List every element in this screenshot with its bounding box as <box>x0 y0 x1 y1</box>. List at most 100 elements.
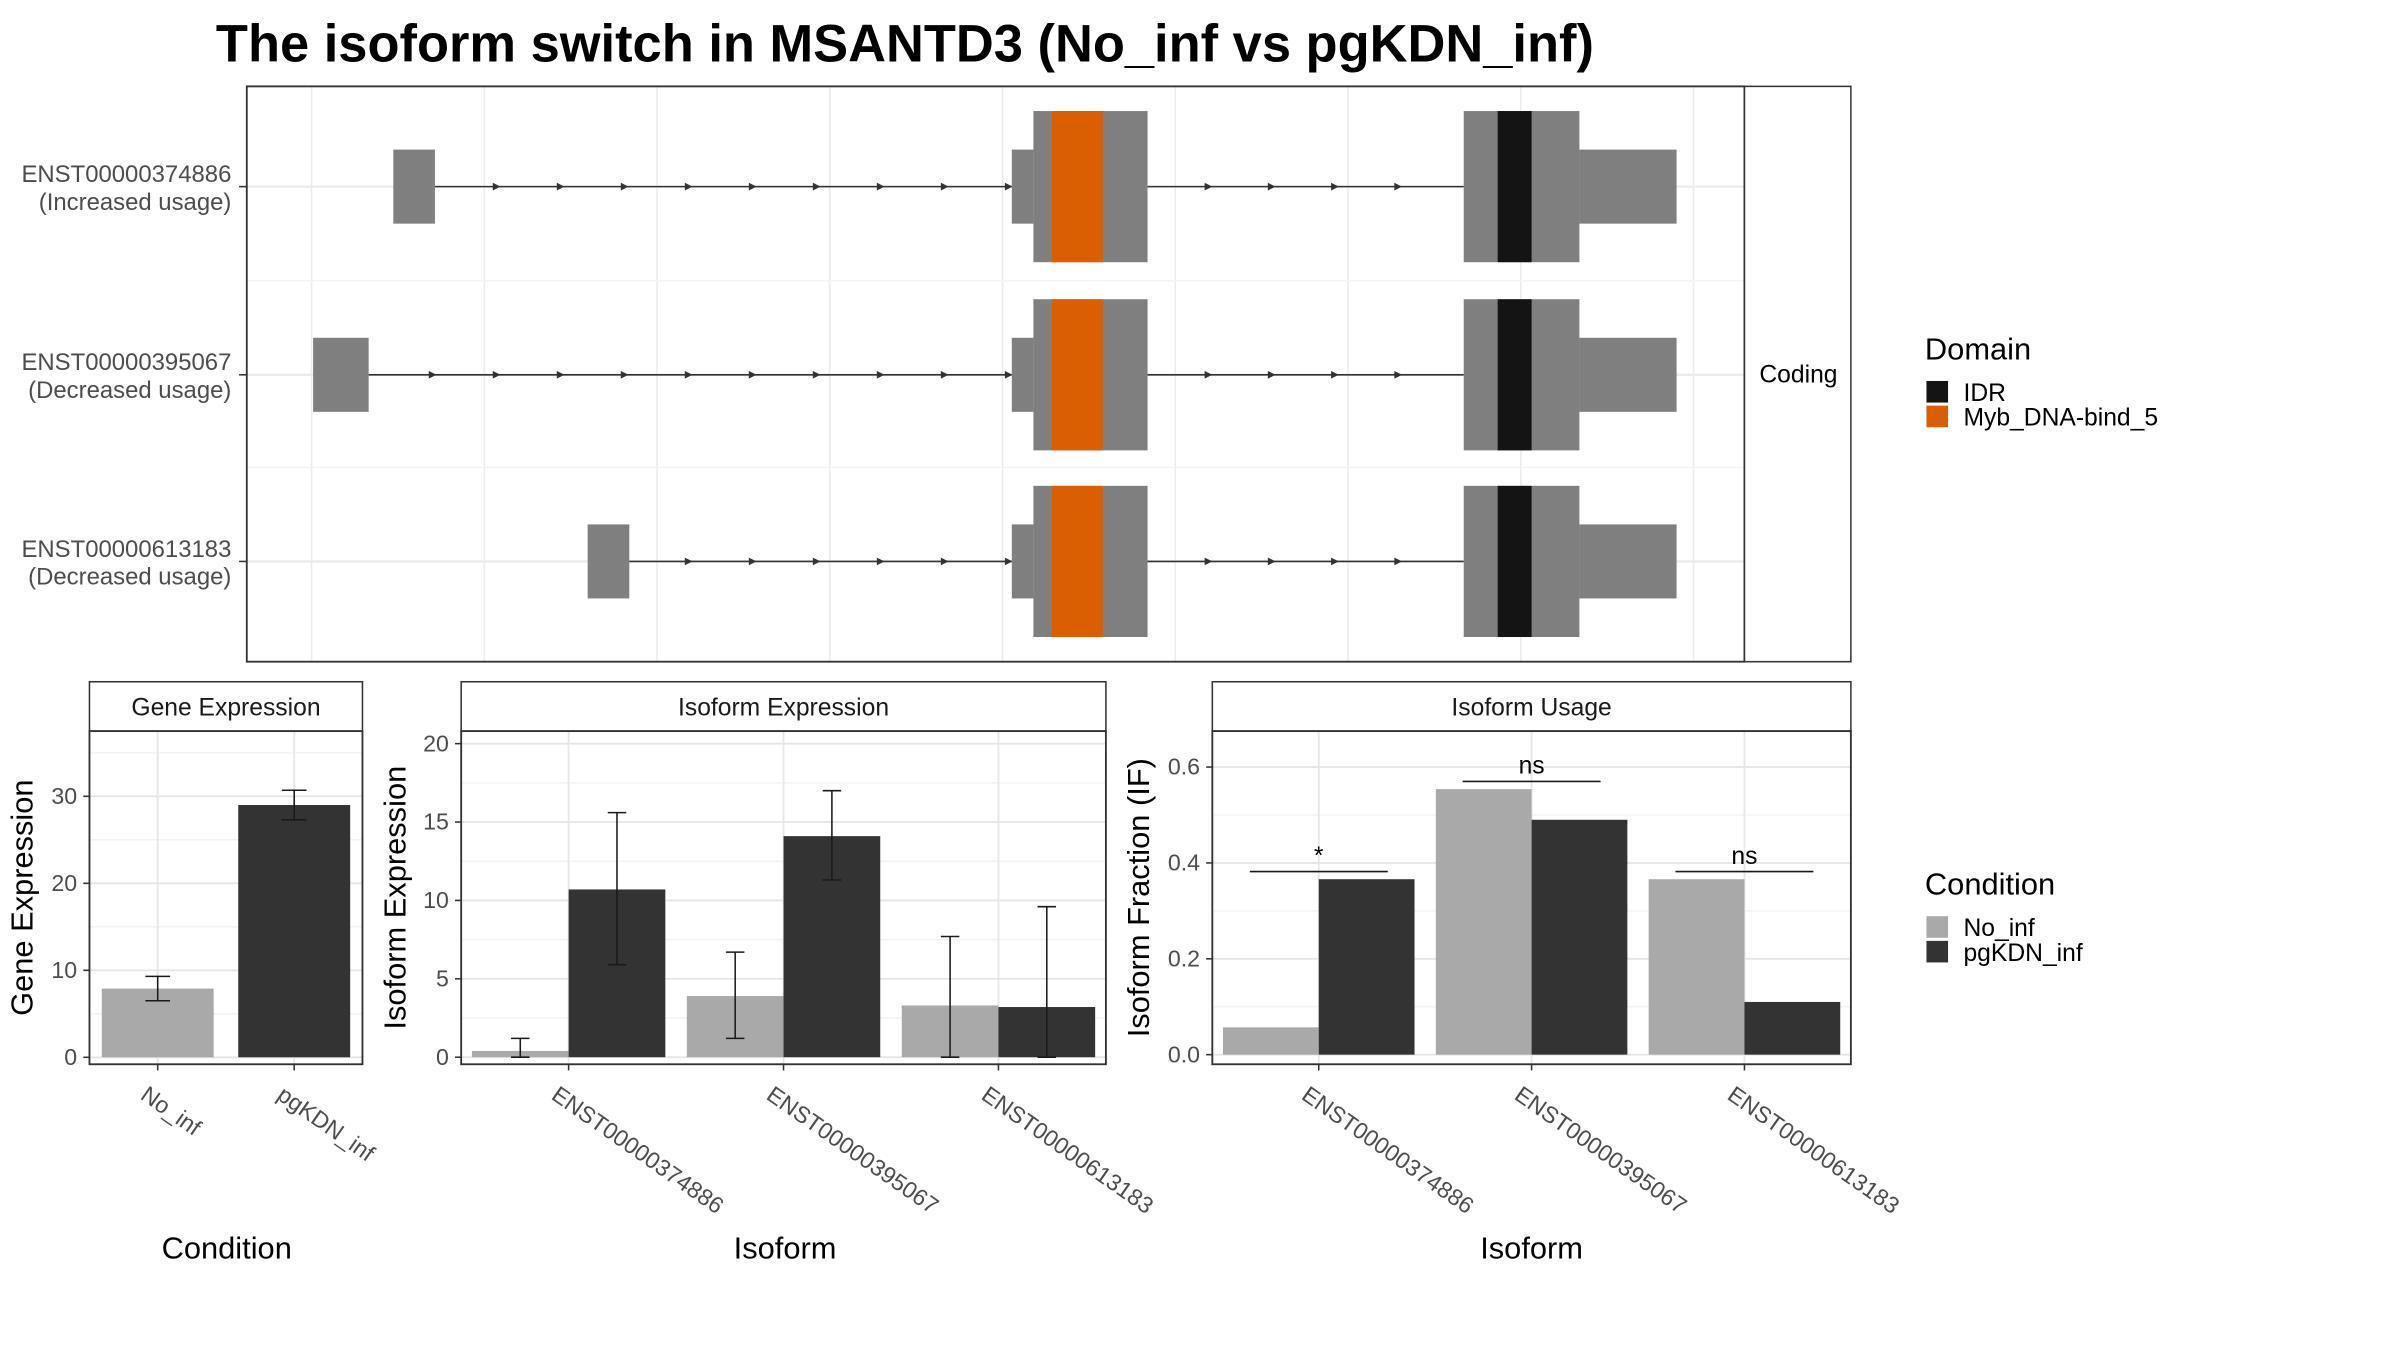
y-axis-title: Isoform Fraction (IF) <box>1121 758 1156 1037</box>
intron-arrow <box>684 557 693 566</box>
isoform-track <box>313 299 1677 451</box>
legend-label-no-inf: No_inf <box>1963 915 2034 942</box>
bar-charts: Gene Expression 0 10 20 30 No_inf pgKDN_inf Con… <box>4 680 1904 1266</box>
intron-arrow <box>684 182 693 191</box>
chart-strip <box>1211 680 1852 732</box>
x-tick-label: No_inf <box>136 1081 206 1141</box>
intron-arrow <box>748 557 757 566</box>
domain-idr <box>1497 111 1532 263</box>
bar <box>1318 879 1415 1055</box>
bar <box>1435 789 1532 1055</box>
y-tick-label: 20 <box>423 730 449 756</box>
domain-legend-title: Domain <box>1925 331 2031 366</box>
y-tick-label: 0.6 <box>1168 754 1200 780</box>
chart-panel-border <box>460 730 1107 1066</box>
intron-arrow <box>1004 182 1013 191</box>
chart-panel: Isoform Usage 0.0 0.2 0.4 0.6 * ns ns ENST000003… <box>1121 680 1904 1266</box>
intron-arrow <box>1331 557 1339 566</box>
intron-arrow <box>1394 370 1403 379</box>
y-tick-label: 15 <box>423 809 449 835</box>
x-axis-title: Isoform <box>1480 1231 1583 1266</box>
significance-label: ns <box>1731 843 1757 870</box>
intron-arrow <box>1394 557 1403 566</box>
condition-legend: Condition No_inf pgKDN_inf <box>1925 867 2083 967</box>
intron-arrow <box>492 182 501 191</box>
exon-utr <box>1579 524 1677 599</box>
intron-arrow <box>684 370 693 379</box>
exon <box>313 337 369 412</box>
legend-label-idr: IDR <box>1963 380 2005 407</box>
intron-arrow <box>940 557 949 566</box>
structure-tracks <box>313 111 1677 638</box>
chart-panel-border <box>1211 730 1852 1066</box>
intron-arrow <box>812 557 821 566</box>
intron-arrow <box>492 370 501 379</box>
intron-arrow <box>1204 557 1213 566</box>
domain-idr <box>1497 485 1532 638</box>
y-tick-label: 10 <box>423 887 449 913</box>
y-tick-label: 0 <box>64 1044 77 1070</box>
isoform-track <box>393 111 1677 263</box>
exon-utr <box>1579 149 1677 224</box>
isoform-track <box>587 485 1677 638</box>
bar <box>1531 819 1628 1055</box>
chart-panel: Gene Expression 0 10 20 30 No_inf pgKDN_inf Con… <box>4 680 380 1266</box>
intron-arrow <box>556 182 565 191</box>
x-axis-title: Condition <box>162 1231 292 1266</box>
domain-idr <box>1497 299 1532 451</box>
bar <box>238 805 351 1058</box>
intron-arrow <box>748 370 757 379</box>
intron-arrow <box>940 370 949 379</box>
y-axis-title: Isoform Expression <box>378 766 413 1030</box>
x-tick-label: ENST00000613183 <box>977 1081 1158 1219</box>
intron-arrow <box>812 370 821 379</box>
domain-legend: Domain IDR Myb_DNA-bind_5 <box>1925 331 2158 431</box>
legend-label-myb: Myb_DNA-bind_5 <box>1963 405 2158 432</box>
coding-strip-label: Coding <box>1759 362 1837 389</box>
chart-strip <box>88 680 364 732</box>
y-tick-label: 0.0 <box>1168 1041 1200 1067</box>
intron-arrow <box>428 370 437 379</box>
isoform-usage-label: (Decreased usage) <box>28 564 231 591</box>
chart-strip <box>460 680 1107 732</box>
isoform-id-label: ENST00000395067 <box>21 349 231 376</box>
intron-arrow <box>1267 182 1276 191</box>
bar <box>1648 879 1745 1055</box>
legend-swatch-no-inf <box>1926 916 1949 938</box>
domain-myb-dna-bind-5 <box>1051 485 1103 638</box>
intron-arrow <box>748 182 757 191</box>
chart-panel-border <box>88 730 364 1066</box>
intron-arrow <box>1267 557 1276 566</box>
isoform-usage-label: (Increased usage) <box>39 189 232 216</box>
intron-arrow <box>940 182 949 191</box>
condition-legend-title: Condition <box>1925 867 2055 902</box>
intron-arrow <box>1204 182 1213 191</box>
bar <box>1222 1027 1319 1055</box>
intron-arrow <box>812 182 821 191</box>
domain-myb-dna-bind-5 <box>1051 111 1103 263</box>
isoform-usage-label: (Decreased usage) <box>28 377 231 404</box>
coding-strip <box>1743 85 1852 663</box>
legend-swatch-idr <box>1926 380 1949 403</box>
x-axis-title: Isoform <box>734 1231 837 1266</box>
intron-arrow <box>876 557 885 566</box>
y-tick-label: 5 <box>436 966 449 992</box>
exon <box>587 524 630 599</box>
intron-arrow <box>1331 182 1339 191</box>
x-tick-label: ENST00000374886 <box>1297 1081 1478 1219</box>
intron-arrow <box>556 370 565 379</box>
intron-arrow <box>1004 557 1013 566</box>
y-axis-title: Gene Expression <box>4 779 39 1015</box>
exon-utr <box>1011 337 1034 412</box>
x-tick-label: ENST00000395067 <box>762 1081 943 1219</box>
chart-panel: Isoform Expression 0 5 10 15 20 ENST0000037488… <box>378 680 1158 1266</box>
legend-label-pgkdn-inf: pgKDN_inf <box>1963 940 2082 967</box>
chart-strip-title: Isoform Expression <box>678 695 889 722</box>
intron-arrow <box>620 370 629 379</box>
intron-arrow <box>1394 182 1403 191</box>
x-tick-label: pgKDN_inf <box>273 1081 380 1167</box>
y-tick-label: 0.2 <box>1168 946 1200 972</box>
intron-arrow <box>1267 370 1276 379</box>
